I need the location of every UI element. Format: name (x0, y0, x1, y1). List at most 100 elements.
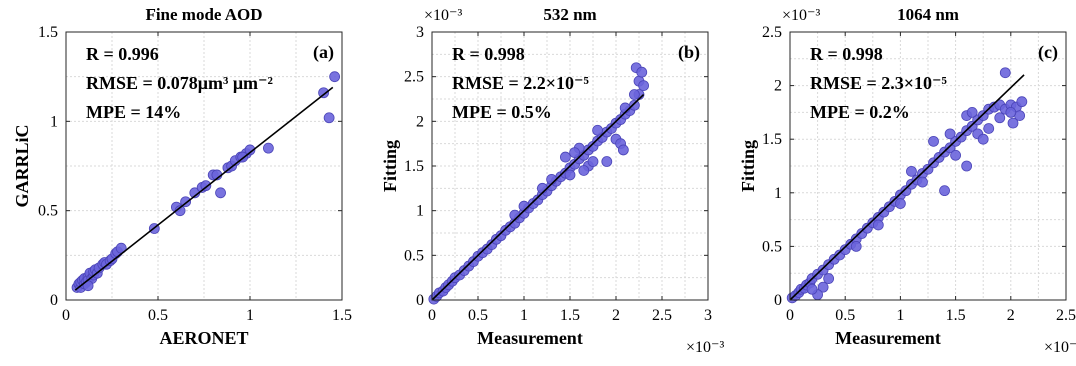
x-axis-label: AERONET (159, 328, 248, 348)
x-tick-label: 3 (704, 307, 712, 324)
data-point (564, 169, 576, 181)
x-scale-note: ×10⁻³ (686, 339, 724, 356)
data-point (638, 80, 649, 91)
data-point (578, 165, 590, 176)
stats-line: MPE = 0.2% (810, 102, 910, 122)
stats-line: RMSE = 2.3×10⁻⁵ (810, 73, 948, 93)
x-tick-label: 0.5 (468, 307, 488, 324)
data-point (1005, 107, 1017, 118)
data-point (617, 144, 629, 156)
y-tick-label: 2 (774, 78, 782, 95)
stats-line: R = 0.996 (86, 44, 159, 64)
panel-a: 0 0.5 1 1.5 0 0.5 1 1.5 Fine mode AOD AERONET GARR… (12, 5, 352, 348)
data-point (636, 66, 648, 78)
data-point (1016, 96, 1028, 108)
y-tick-label: 1 (774, 185, 782, 202)
x-tick-label: 1 (246, 307, 254, 324)
data-point (1007, 117, 1019, 129)
plot-frame (789, 31, 1067, 301)
y-tick-label: 2.5 (762, 24, 782, 41)
data-point (200, 180, 212, 192)
y-axis-label: GARRLiC (12, 124, 32, 207)
y-tick-label: 0 (774, 292, 782, 309)
data-point (939, 185, 950, 197)
data-point (895, 198, 906, 209)
y-tick-label: 0 (50, 292, 58, 309)
y-tick-label: 3 (416, 24, 424, 41)
y-tick-label: 0.5 (38, 203, 58, 220)
x-tick-label: 1.5 (560, 307, 580, 324)
x-tick-label: 1.5 (946, 307, 966, 324)
x-tick-label: 2.5 (1056, 307, 1076, 324)
data-point (587, 156, 599, 167)
data-point (806, 283, 818, 295)
y-axis-label: Fitting (738, 140, 758, 192)
panel-label: (b) (678, 42, 700, 63)
data-point (872, 219, 884, 231)
data-point (592, 124, 603, 136)
y-tick-label: 2.5 (404, 69, 424, 86)
data-point (601, 156, 613, 167)
y-tick-label: 2 (416, 113, 424, 130)
data-point (950, 149, 961, 161)
x-scale-note: ×10⁻³ (1044, 339, 1076, 356)
y-tick-label: 1.5 (404, 158, 424, 175)
fit-line (431, 93, 645, 301)
x-tick-label: 0 (786, 307, 794, 324)
stats-line: RMSE = 0.078μm³ μm⁻² (86, 73, 273, 93)
fit-line (789, 74, 1025, 301)
x-tick-label: 2.5 (652, 307, 672, 324)
data-point (629, 99, 640, 111)
data-point (215, 187, 226, 199)
data-point (977, 133, 989, 145)
x-tick-label: 1.5 (332, 307, 352, 324)
fit-line (74, 86, 334, 291)
data-point (262, 142, 274, 154)
x-axis-label: Measurement (835, 328, 941, 348)
stats-line: R = 0.998 (452, 44, 525, 64)
y-tick-label: 0 (416, 292, 424, 309)
stats-line: RMSE = 2.2×10⁻⁵ (452, 73, 590, 93)
data-point (917, 176, 928, 188)
x-axis-label: Measurement (477, 328, 583, 348)
y-scale-note: ×10⁻³ (424, 7, 462, 24)
panel-c: 0 0.5 1 1.5 2 2.5 0 0.5 1 1.5 2 2.5 1064 nm Measureme… (738, 5, 1076, 356)
data-point (329, 71, 341, 83)
data-point (961, 160, 973, 172)
data-point (944, 128, 956, 140)
x-tick-label: 0.5 (148, 307, 168, 324)
x-tick-label: 0.5 (835, 307, 855, 324)
data-point (244, 144, 256, 156)
data-point (823, 273, 835, 284)
data-point (817, 281, 829, 293)
chart-title: 532 nm (543, 5, 596, 24)
data-point (928, 135, 939, 147)
stats-line: R = 0.998 (810, 44, 883, 64)
y-tick-label: 1 (50, 113, 58, 130)
data-point (906, 165, 917, 177)
data-point (983, 123, 995, 134)
x-tick-label: 2 (1007, 307, 1015, 324)
y-scale-note: ×10⁻³ (782, 7, 820, 24)
stats-line: MPE = 14% (86, 102, 181, 122)
x-tick-label: 1 (520, 307, 528, 324)
y-tick-label: 1 (416, 203, 424, 220)
chart-title: Fine mode AOD (145, 5, 262, 24)
x-tick-label: 0 (62, 307, 70, 324)
chart-title: 1064 nm (897, 5, 959, 24)
panel-label: (a) (313, 42, 334, 63)
data-point (629, 89, 640, 100)
data-point (318, 87, 330, 99)
data-point (850, 240, 862, 252)
plot-frame (65, 31, 343, 301)
data-point (999, 67, 1011, 79)
data-point (560, 151, 571, 163)
y-tick-label: 1.5 (762, 131, 782, 148)
y-axis-label: Fitting (380, 140, 400, 192)
y-tick-label: 0.5 (404, 247, 424, 264)
y-tick-label: 1.5 (38, 24, 58, 41)
x-tick-label: 2 (612, 307, 620, 324)
data-point (323, 112, 335, 124)
x-tick-label: 1 (896, 307, 904, 324)
